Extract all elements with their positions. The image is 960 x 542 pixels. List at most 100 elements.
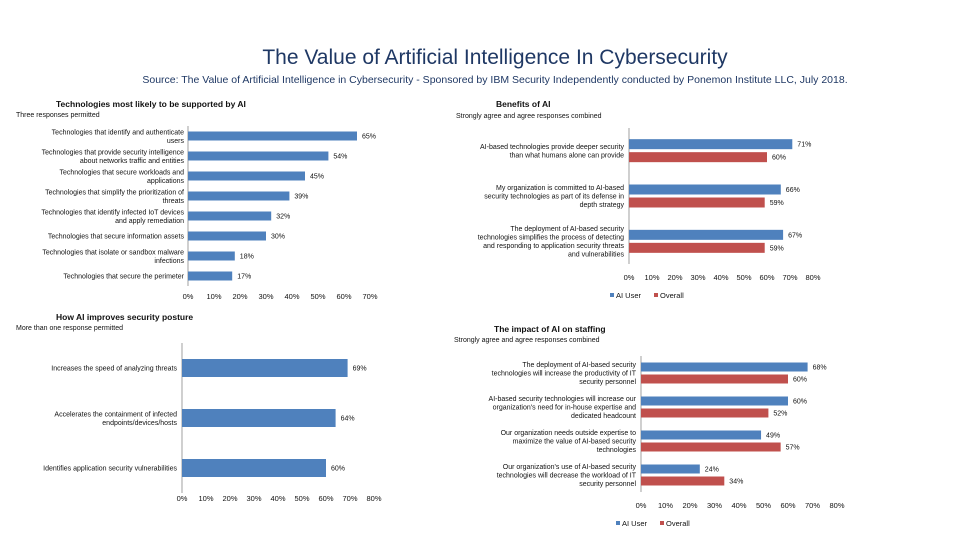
data-label: 68% bbox=[813, 365, 827, 372]
bar bbox=[188, 191, 290, 201]
bar bbox=[188, 251, 235, 261]
category-label: applications bbox=[147, 178, 184, 185]
chart-subtitle: Strongly agree and agree responses combi… bbox=[456, 113, 602, 120]
legend-label: AI User bbox=[622, 519, 648, 528]
category-label: organization's need for in-house experti… bbox=[493, 405, 636, 412]
category-label: Accelerates the containment of infected bbox=[54, 411, 177, 418]
bar bbox=[188, 211, 272, 221]
tick-label: 60% bbox=[336, 292, 351, 301]
tick-label: 20% bbox=[232, 292, 247, 301]
category-label: infections bbox=[154, 258, 184, 265]
chart-svg: Benefits of AI Strongly agree and agree r… bbox=[456, 99, 821, 300]
data-label: 39% bbox=[294, 194, 308, 201]
tick-label: 80% bbox=[366, 494, 381, 503]
chart-security-posture: How AI improves security posture More tha… bbox=[0, 310, 420, 515]
tick-label: 40% bbox=[731, 501, 746, 510]
category-label: security personnel bbox=[579, 481, 636, 488]
bar bbox=[641, 442, 781, 452]
data-label: 65% bbox=[362, 134, 376, 141]
tick-label: 70% bbox=[805, 501, 820, 510]
chart-svg: How AI improves security posture More tha… bbox=[16, 312, 382, 503]
data-label: 66% bbox=[786, 187, 800, 194]
data-label: 49% bbox=[766, 433, 780, 440]
tick-label: 30% bbox=[690, 273, 705, 282]
tick-label: 50% bbox=[756, 501, 771, 510]
category-label: The deployment of AI-based security bbox=[522, 362, 636, 369]
category-label: security personnel bbox=[579, 379, 636, 386]
bar bbox=[641, 408, 769, 418]
category-label: than what humans alone can provide bbox=[510, 152, 625, 159]
tick-label: 40% bbox=[713, 273, 728, 282]
tick-label: 60% bbox=[780, 501, 795, 510]
category-label: threats bbox=[163, 198, 185, 205]
category-label: security technologies as part of its def… bbox=[484, 194, 624, 201]
legend-swatch bbox=[610, 293, 614, 297]
chart-benefits-of-ai: Benefits of AI Strongly agree and agree r… bbox=[440, 98, 860, 308]
data-label: 59% bbox=[770, 245, 784, 252]
category-label: Identifies application security vulnerab… bbox=[43, 466, 177, 473]
data-label: 60% bbox=[331, 466, 345, 473]
data-label: 64% bbox=[341, 416, 355, 423]
bar bbox=[182, 409, 336, 427]
category-label: endpoints/devices/hosts bbox=[102, 420, 177, 427]
bar bbox=[188, 271, 233, 281]
page-title: The Value of Artificial Intelligence In … bbox=[262, 46, 728, 69]
tick-label: 10% bbox=[644, 273, 659, 282]
tick-label: 60% bbox=[318, 494, 333, 503]
tick-label: 0% bbox=[183, 292, 194, 301]
tick-label: 70% bbox=[782, 273, 797, 282]
chart-subtitle: Strongly agree and agree responses combi… bbox=[454, 337, 600, 344]
bar bbox=[641, 430, 762, 440]
category-label: Increases the speed of analyzing threats bbox=[51, 366, 177, 373]
data-label: 59% bbox=[770, 200, 784, 207]
bar bbox=[641, 362, 808, 372]
bar bbox=[629, 197, 765, 208]
bar bbox=[188, 151, 329, 161]
legend-swatch bbox=[654, 293, 658, 297]
data-label: 54% bbox=[333, 154, 347, 161]
tick-label: 40% bbox=[284, 292, 299, 301]
chart-technologies-supported: Technologies most likely to be supported… bbox=[0, 98, 420, 308]
category-label: AI-based security technologies will incr… bbox=[489, 396, 637, 403]
legend-label: AI User bbox=[616, 291, 642, 300]
legend-swatch bbox=[616, 521, 620, 525]
tick-label: 80% bbox=[805, 273, 820, 282]
chart-title: The impact of AI on staffing bbox=[494, 324, 606, 334]
category-label: about networks traffic and entities bbox=[80, 158, 185, 165]
category-label: and apply remediation bbox=[115, 218, 184, 225]
bar bbox=[188, 131, 357, 141]
tick-label: 20% bbox=[682, 501, 697, 510]
tick-label: 70% bbox=[342, 494, 357, 503]
tick-label: 10% bbox=[206, 292, 221, 301]
category-label: My organization is committed to AI-based bbox=[496, 185, 624, 192]
data-label: 18% bbox=[240, 254, 254, 261]
data-label: 32% bbox=[276, 214, 290, 221]
category-label: Technologies that provide security intel… bbox=[42, 149, 185, 156]
data-label: 60% bbox=[793, 377, 807, 384]
chart-title: How AI improves security posture bbox=[56, 312, 193, 322]
category-label: and responding to application security t… bbox=[483, 243, 624, 250]
tick-label: 30% bbox=[246, 494, 261, 503]
tick-label: 50% bbox=[294, 494, 309, 503]
category-label: Technologies that secure information ass… bbox=[48, 234, 185, 241]
tick-label: 10% bbox=[658, 501, 673, 510]
tick-label: 40% bbox=[270, 494, 285, 503]
category-label: Technologies that secure the perimeter bbox=[63, 274, 184, 281]
data-label: 60% bbox=[793, 399, 807, 406]
legend-label: Overall bbox=[666, 519, 690, 528]
chart-svg: Technologies most likely to be supported… bbox=[16, 99, 378, 301]
data-label: 71% bbox=[797, 142, 811, 149]
category-label: technologies will decrease the workload … bbox=[497, 473, 637, 480]
category-label: technologies bbox=[597, 447, 637, 454]
category-label: Technologies that simplify the prioritiz… bbox=[45, 189, 184, 196]
tick-label: 20% bbox=[667, 273, 682, 282]
chart-impact-on-staffing: The impact of AI on staffing Strongly agr… bbox=[440, 322, 860, 532]
data-label: 57% bbox=[786, 445, 800, 452]
tick-label: 50% bbox=[736, 273, 751, 282]
bar bbox=[629, 184, 781, 195]
bar bbox=[629, 242, 765, 253]
legend-swatch bbox=[660, 521, 664, 525]
category-label: technologies will increase the productiv… bbox=[492, 371, 637, 378]
tick-label: 0% bbox=[177, 494, 188, 503]
bar bbox=[629, 152, 767, 163]
